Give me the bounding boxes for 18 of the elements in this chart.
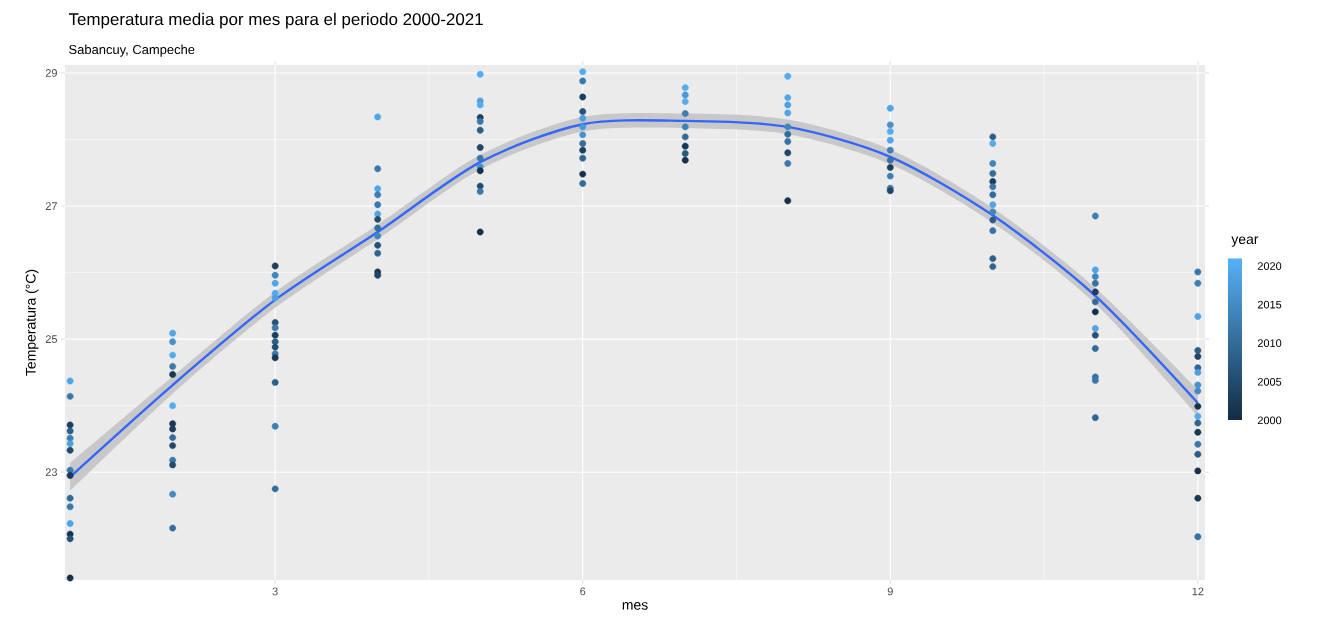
y-tick-label: 29 bbox=[45, 69, 57, 77]
y-tick-label: 27 bbox=[45, 202, 57, 210]
chart-subtitle: Sabancuy, Campeche bbox=[69, 44, 195, 57]
x-tick-label: 12 bbox=[1192, 587, 1204, 596]
color-bar-label: 2020 bbox=[1257, 262, 1282, 270]
x-tick-label: 6 bbox=[580, 587, 586, 596]
x-tick-label: 9 bbox=[887, 587, 893, 596]
y-tick-label: 23 bbox=[45, 468, 57, 477]
x-axis-title: mes bbox=[622, 602, 648, 610]
y-tick-label: 25 bbox=[45, 335, 58, 344]
chart-title: Temperatura media por mes para el periodo 2000-2021 bbox=[68, 12, 483, 29]
color-bar-label: 2005 bbox=[1257, 377, 1282, 386]
color-bar-label: 2015 bbox=[1257, 300, 1282, 309]
color-bar-label: 2000 bbox=[1257, 416, 1282, 425]
x-tick-label: 3 bbox=[272, 587, 278, 596]
color-bar-label: 2010 bbox=[1257, 339, 1282, 348]
y-axis-title: Temperatura (°C) bbox=[25, 269, 39, 376]
color-bar-title: year bbox=[1231, 236, 1259, 247]
